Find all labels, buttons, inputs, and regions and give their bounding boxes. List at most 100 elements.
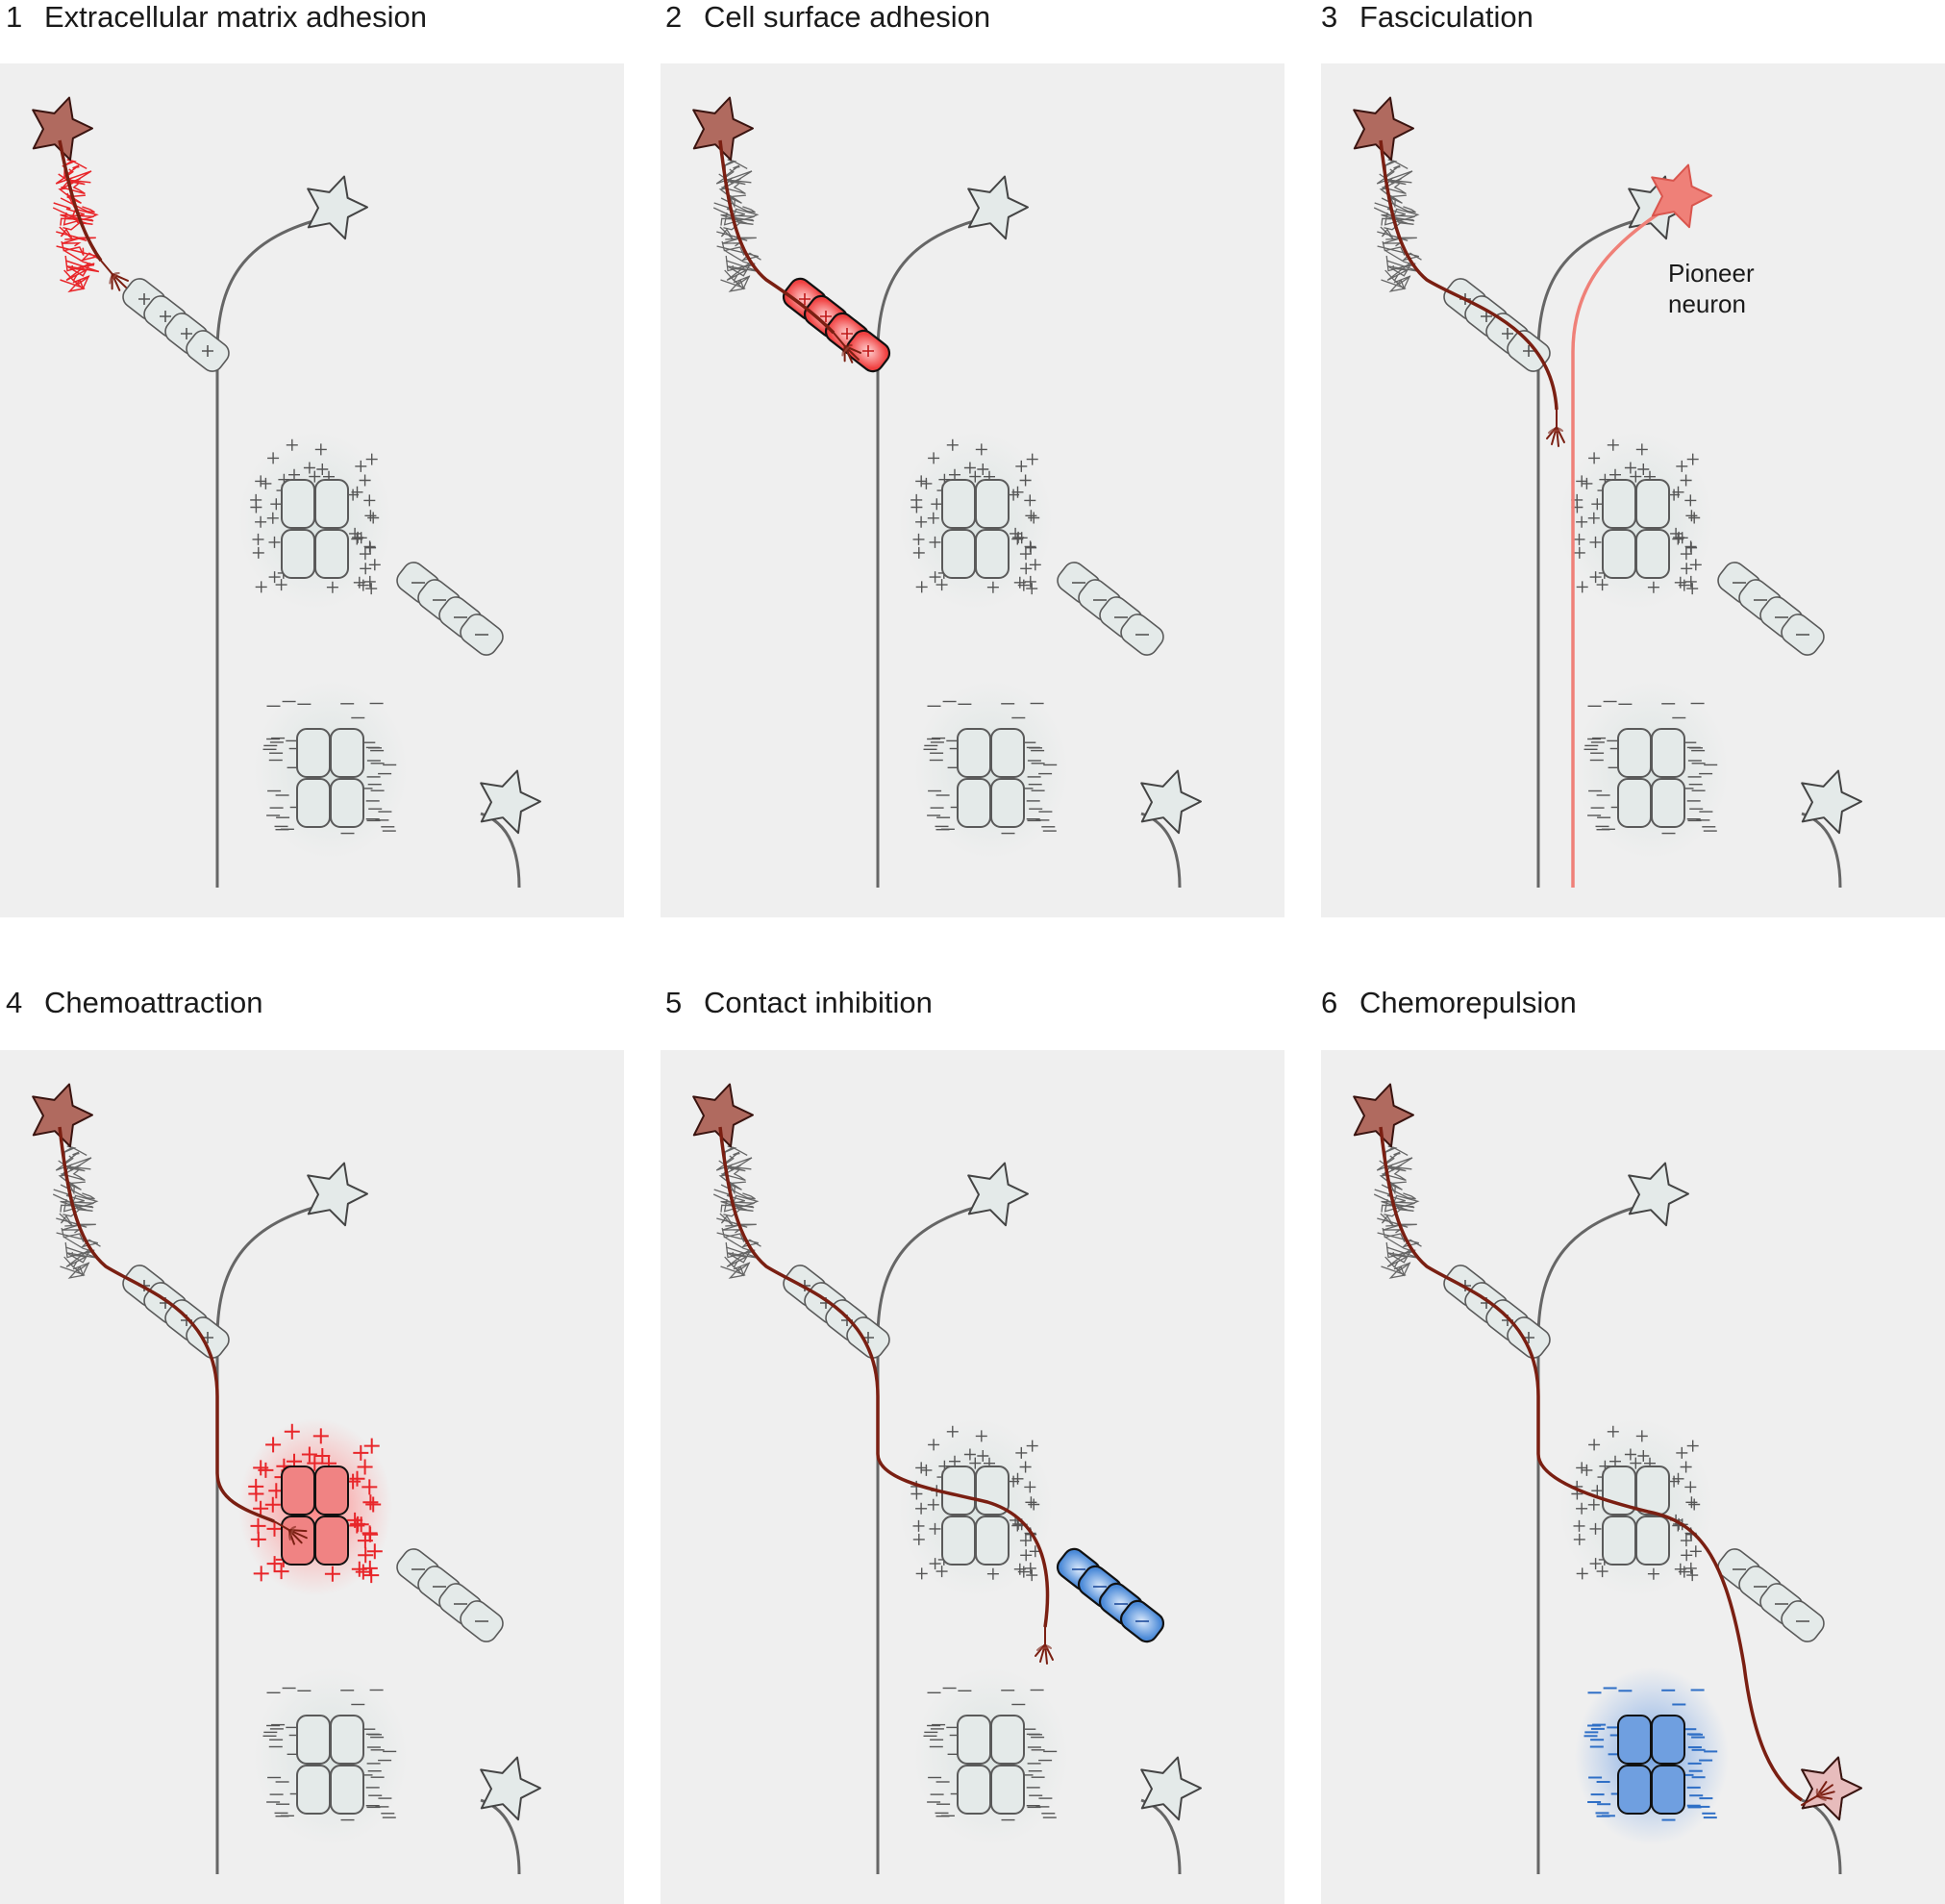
plus-mark [303,462,315,474]
cell-row-icon [1056,1547,1165,1643]
matrix-fiber [60,279,86,293]
cluster-cell [975,1516,1010,1566]
growth-cone-icon [100,260,129,291]
cluster-cell [975,479,1010,529]
cluster-cell [296,778,331,828]
matrix-fiber [1381,1265,1407,1279]
panel-4-title: 4 Chemoattraction [6,986,262,1020]
plus-mark [910,1488,923,1500]
target-neuron-top-icon [307,1162,368,1227]
plus-mark [309,470,321,483]
plus-mark [252,533,264,545]
cone-web [1548,427,1563,434]
plus-mark [363,494,376,507]
panel-4-diagram [32,1083,541,1875]
matrix-fiber [56,1232,101,1248]
cluster-cell [296,1765,331,1815]
repelled-target-neuron-icon [1801,1756,1862,1821]
matrix-fiber [66,1179,86,1195]
matrix-fiber [60,1184,95,1200]
plus-sign [1523,345,1534,357]
plus-mark [270,498,283,511]
growth-cone-icon [1035,1626,1054,1665]
plus-mark [1607,1425,1619,1438]
matrix-fiber [1386,264,1409,281]
matrix-fiber [716,1232,761,1248]
plus-mark [362,1494,379,1511]
plus-sign [160,311,171,322]
target-neuron-top-icon [967,175,1029,240]
plus-mark [273,1564,289,1580]
cell-row-icon [396,562,504,656]
cell-row-icon [1057,562,1164,656]
plus-mark [253,1500,269,1516]
cone-body [100,260,129,291]
matrix-fiber [726,264,749,281]
panel-number: 1 [6,0,23,34]
matrix-fiber [720,1198,755,1213]
matrix-fiber [720,1184,756,1200]
cell-cluster-icon [238,432,392,610]
plus-mark [367,512,380,524]
source-neuron-icon [692,96,754,162]
plus-mark [1029,559,1041,571]
target-axon [215,1202,328,1874]
plus-sign [1481,311,1492,322]
plus-mark [928,452,940,464]
plus-mark [1591,498,1604,511]
plus-mark [927,1498,939,1511]
cell-row-icon [122,278,230,372]
pioneer-neuron-label: Pioneer neuron [1668,258,1755,319]
cell-cluster-icon [1575,681,1729,859]
plus-mark [365,583,378,595]
plus-mark [1019,548,1032,561]
cluster-cell [957,1715,991,1765]
cluster-cell [990,1715,1025,1765]
plus-mark [1576,1462,1588,1474]
plus-mark [307,1455,323,1471]
plus-mark [935,579,948,591]
matrix-fiber [1382,183,1407,195]
matrix-fibers-icon [1373,159,1422,292]
plus-mark [1015,1446,1028,1459]
target-neuron-bottom-icon [1801,769,1862,835]
plus-mark [363,1567,380,1584]
plus-mark [1686,1440,1699,1452]
cluster-cell [941,1516,976,1566]
plus-mark [1011,486,1024,498]
plus-mark [1681,563,1693,575]
plus-mark [312,1428,329,1444]
matrix-fibers-icon [52,1145,101,1279]
plus-mark [252,546,264,559]
plus-mark [1015,460,1028,472]
plus-mark [359,548,371,561]
cell-cluster-icon [254,1667,408,1845]
matrix-fiber [64,1222,96,1228]
target-neuron-bottom-icon [480,769,541,835]
cluster-cell [941,479,976,529]
cluster-cell [314,479,349,529]
matrix-fiber [727,178,752,186]
panel-3: Pioneer neuron [1321,63,1945,917]
target-neuron-bottom-icon [1140,1756,1202,1821]
plus-mark [364,510,377,522]
cone-body [273,1520,308,1545]
matrix-fiber [1377,245,1422,262]
cluster-cell [330,1765,364,1815]
cluster-cell [1635,1516,1670,1566]
cluster-cell [1617,1715,1652,1765]
target-neuron-bottom-icon [480,1756,541,1821]
plus-mark [915,581,928,593]
matrix-fiber [61,1169,86,1182]
matrix-fiber [62,221,93,231]
plus-mark [1688,1498,1701,1511]
plus-mark [1676,1446,1688,1459]
plus-mark [946,1425,959,1438]
plus-mark [1581,1464,1593,1476]
matrix-fiber [725,1222,757,1228]
plus-mark [368,559,381,571]
cone-web [1815,1788,1827,1801]
plus-mark [1588,1439,1601,1451]
plus-mark [915,515,928,528]
plus-mark [326,581,338,593]
